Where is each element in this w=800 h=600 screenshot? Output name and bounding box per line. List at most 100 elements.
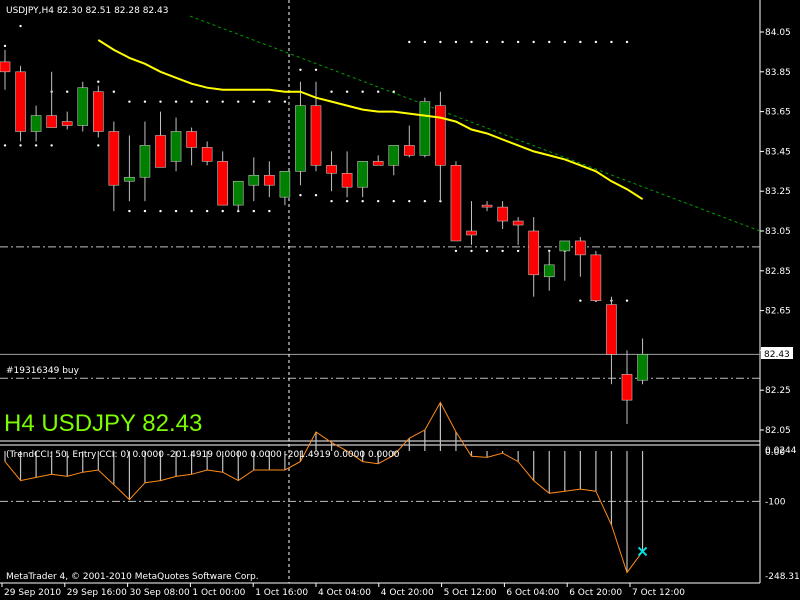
- stop-dot-lower: [470, 249, 473, 253]
- stop-dot-lower: [19, 144, 22, 147]
- candle-bull: [77, 87, 89, 126]
- stop-dot-lower: [408, 199, 411, 203]
- candle-bear: [186, 131, 197, 148]
- stop-dot-lower: [3, 144, 7, 147]
- price-tick-label: 83.65: [765, 108, 791, 118]
- price-tick-label: 82.25: [765, 386, 791, 396]
- stop-dot-upper: [470, 40, 473, 44]
- stop-dot-upper: [205, 100, 209, 103]
- stop-dot-upper: [423, 40, 427, 44]
- stop-dot-upper: [485, 40, 489, 44]
- candle-bull: [559, 240, 571, 252]
- time-tick-label: 1 Oct 00:00: [192, 588, 245, 598]
- candle-bear: [201, 147, 213, 162]
- stop-dot-lower: [361, 199, 364, 203]
- stop-dot-upper: [532, 40, 535, 44]
- candle-bear: [326, 165, 337, 174]
- candle-bear: [466, 230, 477, 236]
- candle-bear: [341, 172, 353, 188]
- stop-dot-lower: [128, 209, 131, 213]
- stop-dot-upper: [237, 100, 240, 103]
- candle-bear: [0, 61, 11, 73]
- time-tick-label: 7 Oct 12:00: [632, 588, 685, 598]
- indicator-label: (TrendCCI: 50, Entry CCI: 0) 0.0000 -201…: [6, 450, 400, 460]
- candle-bull: [388, 145, 400, 166]
- stop-dot-upper: [314, 68, 318, 72]
- stop-dot-lower: [392, 199, 395, 203]
- stop-dot-upper: [159, 100, 162, 103]
- stop-dot-upper: [330, 90, 333, 93]
- cci-line: [4, 401, 644, 574]
- stop-dot-upper: [579, 40, 582, 44]
- stop-dot-lower: [299, 193, 302, 197]
- price-tick-label: 83.05: [765, 227, 791, 237]
- candle-bear: [108, 131, 120, 186]
- stop-dot-upper: [283, 100, 287, 103]
- indicator-tick-label: -100: [765, 497, 786, 507]
- candle-bear: [512, 220, 524, 226]
- stop-dot-lower: [252, 209, 255, 213]
- price-tick-label: 82.05: [765, 426, 791, 436]
- stop-dot-upper: [66, 90, 69, 93]
- symbol-header: USDJPY,H4 82.30 82.51 82.28 82.43: [6, 6, 168, 16]
- candle-bear: [217, 161, 228, 206]
- stop-dot-lower: [34, 144, 38, 147]
- candle-bear: [497, 206, 508, 222]
- stop-dot-upper: [454, 40, 458, 44]
- candle-bear: [372, 161, 384, 166]
- candle-bear: [61, 121, 73, 126]
- candle-bull: [139, 145, 151, 178]
- price-tick-label: 84.05: [765, 28, 791, 38]
- candle-bull: [30, 115, 42, 132]
- stop-dot-upper: [501, 40, 504, 44]
- stop-dot-upper: [408, 40, 411, 44]
- candle-bull: [419, 101, 431, 156]
- time-tick-label: 4 Oct 04:00: [318, 588, 371, 598]
- stop-dot-lower: [485, 249, 489, 253]
- candle-bull: [232, 180, 244, 206]
- stop-dot-upper: [439, 40, 442, 44]
- stop-dot-lower: [330, 199, 333, 203]
- candle-bear: [606, 304, 617, 355]
- moving-average-line: [97, 39, 644, 201]
- candle-bull: [295, 105, 306, 172]
- candle-bear: [403, 145, 415, 156]
- stop-dot-lower: [314, 193, 318, 197]
- candle-bear: [46, 115, 57, 128]
- stop-dot-lower: [143, 209, 147, 213]
- stop-dot-upper: [594, 40, 598, 44]
- time-tick-label: 6 Oct 20:00: [569, 588, 622, 598]
- stop-dot-lower: [516, 249, 520, 253]
- stop-dot-lower: [423, 199, 427, 203]
- candle-bull: [279, 171, 291, 198]
- candle-bear: [575, 240, 586, 256]
- stop-dot-upper: [143, 100, 147, 103]
- order-label[interactable]: #19316349 buy: [6, 366, 80, 376]
- stop-dot-lower: [190, 209, 193, 213]
- big-price-label: H4 USDJPY 82.43: [4, 410, 202, 437]
- entry-cross-icon: [637, 546, 648, 557]
- price-tick-label: 82.65: [765, 307, 791, 317]
- candle-bear: [435, 105, 446, 166]
- stop-dot-lower: [159, 209, 162, 213]
- stop-dot-upper: [377, 90, 380, 93]
- current-price-box: [761, 347, 793, 359]
- candle-bull: [248, 174, 260, 186]
- stop-dot-upper: [548, 40, 551, 44]
- stop-dot-upper: [221, 100, 224, 103]
- stop-dot-upper: [128, 100, 131, 103]
- time-tick-label: 4 Oct 20:00: [381, 588, 434, 598]
- stop-dot-upper: [563, 40, 566, 44]
- candle-bear: [310, 105, 322, 166]
- stop-dot-upper: [625, 40, 629, 44]
- candle-bull: [637, 354, 648, 381]
- stop-dot-upper: [252, 100, 255, 103]
- stop-dot-lower: [625, 299, 629, 302]
- price-tick-label: 83.85: [765, 68, 791, 78]
- stop-dot-upper: [345, 90, 349, 93]
- stop-dot-upper: [299, 68, 302, 72]
- candle-bear: [481, 204, 493, 208]
- candle-bear: [621, 373, 633, 401]
- indicator-tick-label: 0.0244: [765, 446, 797, 456]
